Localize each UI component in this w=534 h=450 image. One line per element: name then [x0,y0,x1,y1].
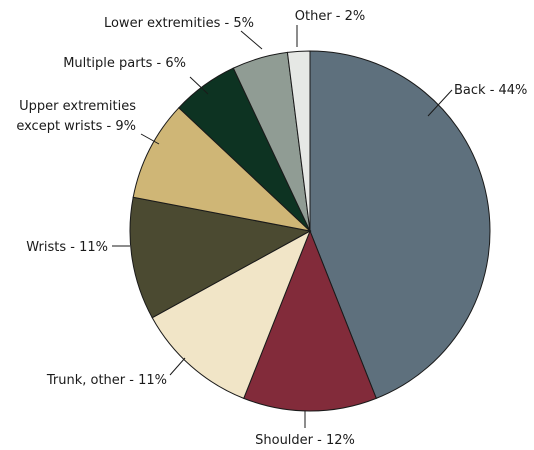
slice-label: Back - 44% [454,83,527,98]
leader-line [240,30,263,50]
slice-label: Shoulder - 12% [255,433,355,448]
pie-slice [286,50,311,232]
pie-slice [309,50,491,400]
slice-label: Upper extremities [19,99,136,114]
slice-labels: Back - 44% Shoulder - 12% Trunk, other - 1… [16,9,527,448]
pie-slice [243,229,377,412]
slice-label: Other - 2% [295,9,366,24]
slice-label: except wrists - 9% [16,119,136,134]
slice-label: Multiple parts - 6% [63,56,186,71]
slice-label: Lower extremities - 5% [104,16,254,31]
pie-slice [151,229,311,400]
leader-lines [112,25,453,428]
pie-slice [132,107,312,232]
slice-label: Trunk, other - 11% [46,373,167,388]
leader-line [189,76,209,95]
slice-label: Wrists - 11% [26,240,108,255]
leader-line [140,133,160,145]
pie-slice [129,196,312,319]
leader-line [427,89,453,117]
pie-slices [129,50,491,412]
leader-line [169,357,186,376]
